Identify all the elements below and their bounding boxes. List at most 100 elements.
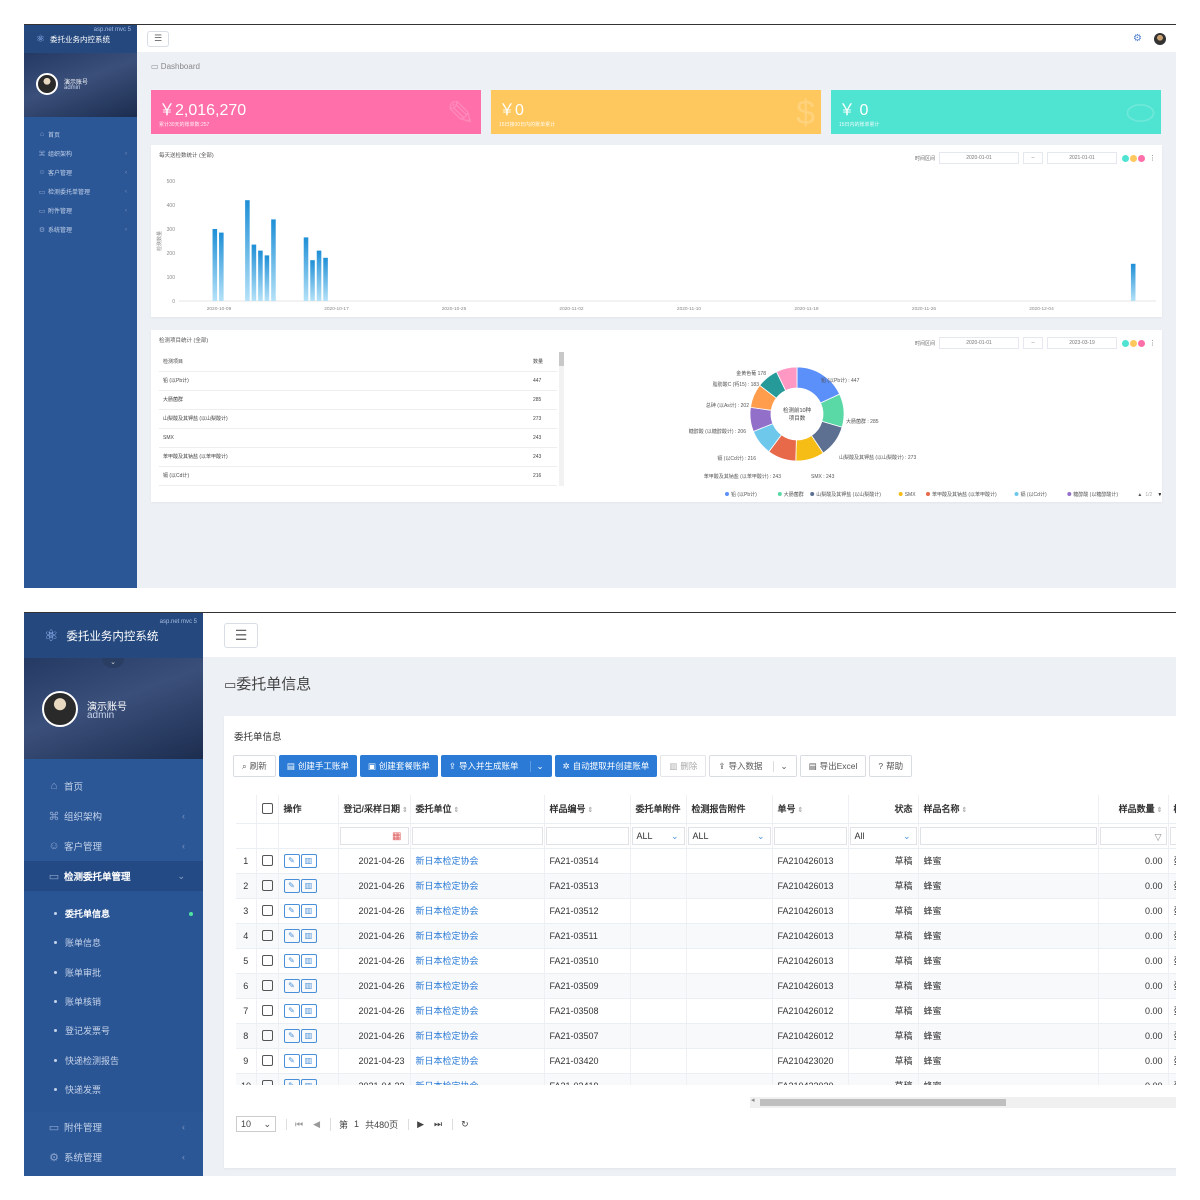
sort-icon[interactable]: ⇕ bbox=[1156, 807, 1163, 815]
sort-icon[interactable]: ⇕ bbox=[402, 807, 408, 815]
column-filter-input[interactable]: All ⌄ bbox=[849, 826, 917, 845]
cell-client-link[interactable]: 新日本检定协会 bbox=[410, 1023, 545, 1049]
legend-prev-icon[interactable]: ▲ bbox=[1137, 492, 1142, 498]
trash-icon[interactable]: ▥ bbox=[300, 878, 317, 893]
next-page-icon[interactable]: ▶ bbox=[408, 1118, 424, 1130]
trash-icon[interactable]: ▥ bbox=[300, 978, 317, 993]
row-checkbox[interactable] bbox=[261, 980, 273, 992]
more-icon-2[interactable]: ⋮ bbox=[1149, 340, 1156, 347]
table-row[interactable]: 镉 (以Cd计) 216 bbox=[159, 466, 557, 486]
cell-client-link[interactable]: 新日本检定协会 bbox=[410, 973, 545, 999]
trash-icon[interactable]: ▥ bbox=[300, 1078, 317, 1085]
toolbar-button-1[interactable]: ▤ 创建手工账单 bbox=[278, 755, 357, 777]
submenu-item-0[interactable]: 委托单信息 bbox=[24, 899, 203, 928]
sidebar-item-1[interactable]: ⌘ 组织架构 ‹ bbox=[24, 801, 203, 831]
column-header-7[interactable]: 状态 bbox=[848, 795, 919, 824]
sidebar-item-3[interactable]: ▭ 检测委托单管理 ⌄ bbox=[24, 861, 203, 891]
edit-icon[interactable]: ✎ bbox=[283, 853, 300, 868]
sidebar-item-0[interactable]: ⌂ 首页 bbox=[24, 771, 203, 801]
toolbar-button-0[interactable]: ⌕ 刷新 bbox=[233, 755, 276, 777]
table-row[interactable]: 大肠菌群 285 bbox=[159, 390, 557, 410]
row-checkbox[interactable] bbox=[261, 930, 273, 942]
date-to-input[interactable]: 2021-01-01 bbox=[1047, 152, 1117, 164]
menu-toggle-button-2[interactable]: ☰ bbox=[224, 622, 258, 648]
row-checkbox[interactable] bbox=[261, 955, 273, 967]
row-checkbox[interactable] bbox=[261, 1055, 273, 1067]
sidebar-item-2[interactable]: ☺ 客户管理 ‹ bbox=[24, 831, 203, 861]
toolbar-button-3[interactable]: ⇪ 导入并生成账单 ⌄ bbox=[440, 755, 552, 777]
trash-icon[interactable]: ▥ bbox=[300, 1003, 317, 1018]
column-header-9[interactable]: 样品数量 ⇕ bbox=[1098, 795, 1169, 824]
caret-down-icon[interactable]: ⌄ bbox=[773, 760, 788, 772]
table-hscrollbar[interactable]: ◂ bbox=[750, 1097, 1176, 1108]
toolbar-button-8[interactable]: ? 帮助 bbox=[869, 755, 913, 777]
submenu-item-6[interactable]: 快递发票 bbox=[24, 1075, 203, 1104]
table-row[interactable]: 2 ✎ ▥ 2021-04-26 新日本检定协会 FA21-03513 FA21042601… bbox=[236, 873, 1176, 899]
bar[interactable] bbox=[1130, 263, 1136, 301]
legend-item[interactable]: 苯甲酸及其钠盐 (以苯甲酸计) bbox=[926, 491, 997, 498]
column-filter-input[interactable] bbox=[919, 826, 1097, 845]
toolbar-button-6[interactable]: ⇪ 导入数据 ⌄ bbox=[709, 755, 797, 777]
column-header-3[interactable]: 样品编号 ⇕ bbox=[544, 795, 631, 824]
legend-next-icon[interactable]: ▼ bbox=[1157, 492, 1161, 498]
sort-icon[interactable]: ⇕ bbox=[797, 807, 804, 815]
row-checkbox[interactable] bbox=[261, 855, 273, 867]
chevron-down-icon[interactable]: ⌄ bbox=[102, 658, 124, 668]
column-header-4[interactable]: 委托单附件 bbox=[630, 795, 687, 824]
sidebar-item-b1[interactable]: ⚙ 系统管理 ‹ bbox=[24, 1142, 203, 1172]
toolbar-button-7[interactable]: ▤ 导出Excel bbox=[799, 755, 867, 777]
column-header-2[interactable]: 委托单位 ⇕ bbox=[410, 795, 545, 824]
cell-client-link[interactable]: 新日本检定协会 bbox=[410, 1073, 545, 1085]
cell-client-link[interactable]: 新日本检定协会 bbox=[410, 998, 545, 1024]
cell-client-link[interactable]: 新日本检定协会 bbox=[410, 923, 545, 949]
bar[interactable] bbox=[303, 237, 309, 301]
bar[interactable] bbox=[264, 255, 270, 301]
column-header-6[interactable]: 单号 ⇕ bbox=[772, 795, 849, 824]
table-row[interactable]: 8 ✎ ▥ 2021-04-26 新日本检定协会 FA21-03507 FA21042601… bbox=[236, 1023, 1176, 1049]
sidebar-item-3[interactable]: ▭ 检测委托单管理 ‹ bbox=[24, 182, 137, 201]
edit-icon[interactable]: ✎ bbox=[283, 1078, 300, 1085]
sidebar-item-1[interactable]: ⌘ 组织架构 ‹ bbox=[24, 144, 137, 163]
column-header-8[interactable]: 样品名称 ⇕ bbox=[918, 795, 1099, 824]
theme-dots[interactable] bbox=[1121, 149, 1145, 167]
trash-icon[interactable]: ▥ bbox=[300, 903, 317, 918]
scroll-left-icon[interactable]: ◂ bbox=[751, 1097, 755, 1104]
edit-icon[interactable]: ✎ bbox=[283, 928, 300, 943]
bar[interactable] bbox=[323, 257, 328, 301]
sidebar-item-4[interactable]: ▭ 附件管理 ‹ bbox=[24, 201, 137, 220]
bar[interactable] bbox=[310, 260, 315, 301]
cell-client-link[interactable]: 新日本检定协会 bbox=[410, 1048, 545, 1074]
column-filter-input[interactable]: ▦ bbox=[339, 826, 409, 845]
trash-icon[interactable]: ▥ bbox=[300, 1053, 317, 1068]
sidebar-item-2[interactable]: ☺ 客户管理 ‹ bbox=[24, 163, 137, 182]
bar[interactable] bbox=[271, 219, 276, 301]
edit-icon[interactable]: ✎ bbox=[283, 1003, 300, 1018]
date-from-input[interactable]: 2020-01-01 bbox=[939, 152, 1019, 164]
item-table-scrollbar[interactable] bbox=[559, 352, 564, 486]
column-filter-input[interactable] bbox=[773, 826, 847, 845]
edit-icon[interactable]: ✎ bbox=[283, 903, 300, 918]
table-row[interactable]: 5 ✎ ▥ 2021-04-26 新日本检定协会 FA21-03510 FA21042601… bbox=[236, 948, 1176, 974]
table-row[interactable]: 铅 (以Pb计) 447 bbox=[159, 371, 557, 391]
more-icon[interactable]: ⋮ bbox=[1149, 155, 1156, 162]
item-col-header[interactable]: 数量 bbox=[529, 352, 557, 372]
cell-client-link[interactable]: 新日本检定协会 bbox=[410, 898, 545, 924]
toolbar-button-2[interactable]: ▣ 创建套餐账单 bbox=[359, 755, 438, 777]
prev-page-icon[interactable]: ◀ bbox=[313, 1118, 321, 1129]
settings-icon[interactable]: ⚙ bbox=[1133, 33, 1142, 44]
row-checkbox[interactable] bbox=[261, 905, 273, 917]
bar[interactable] bbox=[219, 232, 224, 301]
table-row[interactable]: SMX 243 bbox=[159, 428, 557, 448]
bar[interactable] bbox=[212, 229, 218, 301]
column-filter-input[interactable] bbox=[545, 826, 629, 845]
bar[interactable] bbox=[316, 250, 322, 301]
edit-icon[interactable]: ✎ bbox=[283, 1053, 300, 1068]
table-row[interactable]: 苯甲酸及其钠盐 (以苯甲酸计) 243 bbox=[159, 447, 557, 467]
date-to-input-2[interactable]: 2023-03-19 bbox=[1047, 337, 1117, 349]
sort-icon[interactable]: ⇕ bbox=[587, 807, 594, 815]
bar[interactable] bbox=[251, 244, 257, 301]
column-filter-input[interactable]: ALL ⌄ bbox=[687, 826, 771, 845]
select-all-checkbox[interactable] bbox=[261, 803, 273, 815]
page-size-select[interactable]: 10 ⌄ bbox=[236, 1116, 276, 1132]
table-row[interactable]: 9 ✎ ▥ 2021-04-23 新日本检定协会 FA21-03420 FA21042302… bbox=[236, 1048, 1176, 1074]
